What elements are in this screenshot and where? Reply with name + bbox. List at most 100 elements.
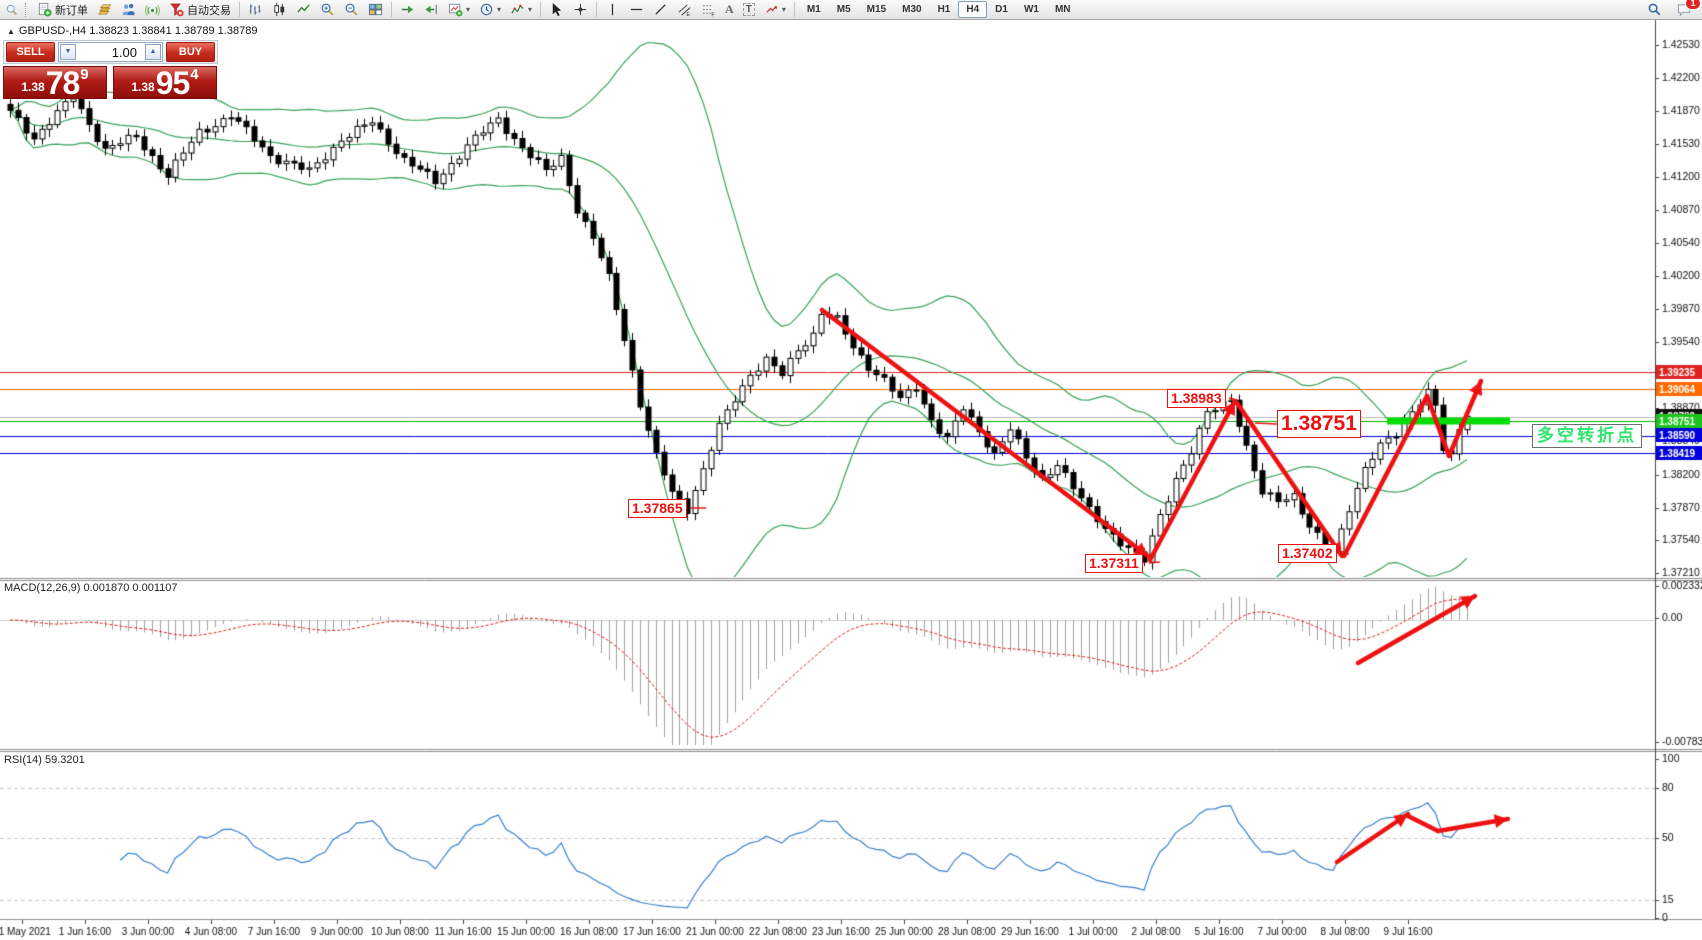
chart-shift-button[interactable] [420,0,443,20]
crosshair-icon [574,3,587,16]
price-annotation-138751: 1.38751 [1277,410,1361,438]
bar-chart-button[interactable] [244,0,267,20]
one-click-trading-panel: SELL ▼ 1.00 ▲ BUY 1.38 78 9 1.38 95 4 [3,40,218,99]
signals-button[interactable] [141,0,164,20]
label-tool-icon: T [742,3,755,16]
timeframe-button-m15[interactable]: M15 [866,4,887,15]
toolbar-separator [540,2,542,17]
tile-windows-button[interactable] [364,0,387,20]
vertical-line-tool-button[interactable] [601,0,624,20]
timeframe-button-d1[interactable]: D1 [995,4,1008,15]
timeframe-button-m1[interactable]: M1 [806,4,821,15]
timeframe-button-h1[interactable]: H1 [937,4,951,15]
candlestick-chart-button[interactable] [268,0,291,20]
notification-badge: 1 [1685,0,1701,10]
volume-increase-button[interactable]: ▲ [145,44,161,60]
fibonacci-icon: F [702,5,715,17]
autotrading-button[interactable]: 自动交易 [165,0,235,20]
new-order-button[interactable]: 新订单 [33,0,92,20]
timeframe-button-w1[interactable]: W1 [1023,4,1039,15]
channel-icon: E [678,4,691,17]
horizontal-line-tool-button[interactable] [625,0,648,20]
label-tool-button[interactable]: T [739,0,759,20]
price-annotation-137311: 1.37311 [1085,554,1143,574]
signals-icon [145,5,160,16]
toolbar-separator [239,2,240,17]
zoom-in-icon [321,3,334,16]
sell-button[interactable]: SELL [6,42,55,62]
buy-price-small: 1.38 [131,80,155,94]
timeframe-button-m5[interactable]: M5 [836,4,851,15]
chart-shift-icon [425,4,437,15]
cursor-button[interactable] [545,0,568,20]
toolbar-right-tools: 1 [1643,0,1701,20]
sell-price-big: 78 [45,64,81,101]
text-tool-icon: A [725,2,734,16]
buy-price-sup: 4 [190,66,199,83]
volume-decrease-button[interactable]: ▼ [60,44,76,60]
price-annotation-137865: 1.37865 [628,499,687,519]
new-chart-dropdown[interactable]: ▾ [444,0,474,20]
new-order-label: 新订单 [55,4,88,17]
search-icon [1648,3,1661,16]
symbol-info-line[interactable]: ▲ GBPUSD-,H4 1.38823 1.38841 1.38789 1.3… [7,25,257,37]
rsi-indicator-label: RSI(14) 59.3201 [4,754,85,766]
new-chart-icon [448,3,463,17]
navigator-icon [122,3,135,16]
line-chart-icon [297,4,310,13]
autotrading-icon [170,3,184,17]
periods-dropdown[interactable]: ▾ [475,0,505,20]
chevron-down-icon: ▾ [781,5,786,14]
sell-price-box[interactable]: 1.38 78 9 [3,66,107,99]
trendline-tool-button[interactable] [649,0,672,20]
price-annotation-137402: 1.37402 [1278,544,1337,564]
buy-price-box[interactable]: 1.38 95 4 [113,66,217,99]
indicators-icon [511,4,524,14]
fibonacci-tool-button[interactable]: F [697,0,720,20]
timeframe-button-mn[interactable]: MN [1054,4,1071,15]
chart-window-button[interactable] [1,0,22,20]
timeframe-button-h4[interactable]: H4 [958,1,988,18]
clock-icon [480,3,493,16]
search-button[interactable] [1643,0,1666,20]
macd-indicator-label: MACD(12,26,9) 0.001870 0.001107 [4,582,178,594]
chart-window-icon [6,4,17,15]
autotrading-label: 自动交易 [187,4,231,17]
zoom-out-icon [345,3,358,16]
svg-text:F: F [711,13,715,17]
channel-tool-button[interactable]: E [673,0,696,20]
timeframe-button-m30[interactable]: M30 [902,4,922,15]
toolbar-separator [793,2,795,17]
notifications-button[interactable]: 1 [1672,0,1701,20]
tile-windows-icon [368,3,383,16]
volume-input[interactable]: 1.00 [111,44,137,60]
indicators-dropdown[interactable]: ▾ [506,0,536,20]
auto-scroll-button[interactable] [396,0,419,20]
collapse-icon: ▲ [7,26,15,36]
arrows-tool-icon [766,5,777,13]
buy-button[interactable]: BUY [166,42,215,62]
main-toolbar: 新订单 自动交易 [0,0,1702,20]
toolbar-grip [25,2,29,17]
market-watch-button[interactable] [93,0,116,20]
sell-price-small: 1.38 [21,80,45,94]
bar-chart-icon [249,4,261,15]
line-chart-button[interactable] [292,0,315,20]
chevron-down-icon: ▾ [528,5,533,14]
zoom-in-button[interactable] [316,0,339,20]
arrows-tool-dropdown[interactable]: ▾ [760,0,790,20]
crosshair-button[interactable] [569,0,592,20]
trendline-icon [655,4,666,15]
zoom-out-button[interactable] [340,0,363,20]
toolbar-separator [391,2,392,17]
buy-price-big: 95 [155,64,191,101]
market-watch-icon [98,4,112,15]
volume-stepper: ▼ 1.00 ▲ [58,42,163,62]
candlestick-chart-icon [274,2,285,17]
price-annotation-138983: 1.38983 [1167,389,1226,409]
navigator-button[interactable] [117,0,140,20]
auto-scroll-icon [401,5,414,14]
text-tool-button[interactable]: A [721,0,738,20]
